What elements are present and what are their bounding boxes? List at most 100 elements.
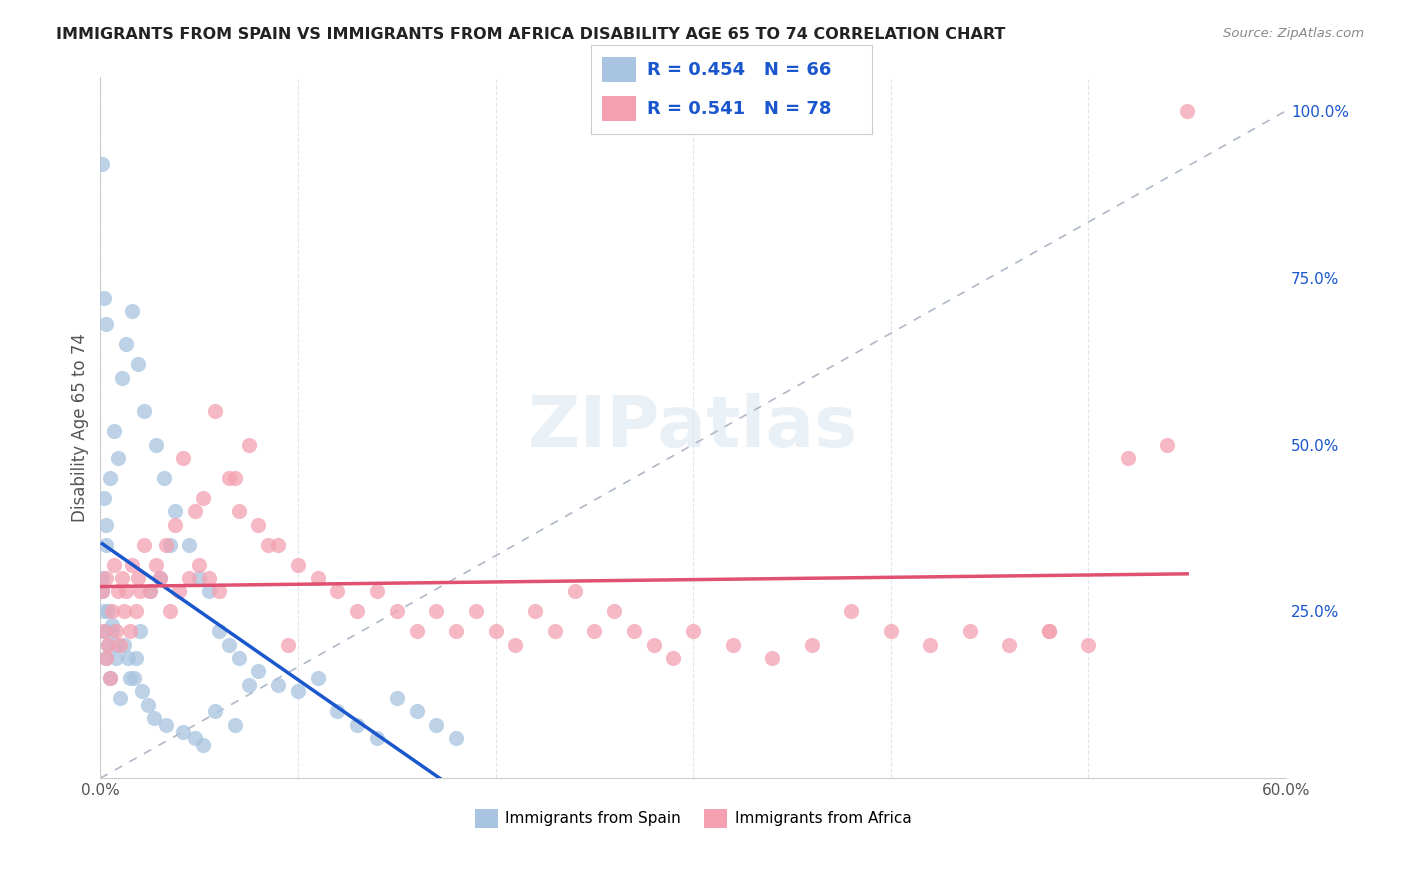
Point [959, 624, 981, 639]
Point [91, 584, 114, 599]
Point [1156, 437, 1178, 451]
Point [184, 504, 207, 518]
Text: IMMIGRANTS FROM SPAIN VS IMMIGRANTS FROM AFRICA DISABILITY AGE 65 TO 74 CORRELAT: IMMIGRANTS FROM SPAIN VS IMMIGRANTS FROM… [56, 27, 1005, 42]
Point [105, 638, 128, 652]
Point [112, 638, 135, 652]
Point [97, 638, 120, 652]
Point [238, 678, 260, 692]
Point [125, 651, 148, 665]
Point [98, 471, 121, 485]
Point [159, 604, 181, 618]
Point [218, 638, 240, 652]
Point [238, 437, 260, 451]
Point [366, 731, 388, 746]
Point [326, 584, 349, 599]
Point [172, 450, 194, 465]
Point [127, 358, 149, 372]
Point [127, 571, 149, 585]
Point [91, 584, 114, 599]
Point [188, 558, 211, 572]
Point [121, 304, 143, 318]
Point [405, 705, 427, 719]
Point [142, 711, 165, 725]
Point [287, 684, 309, 698]
Point [145, 437, 167, 451]
Point [1077, 638, 1099, 652]
Point [145, 558, 167, 572]
Point [121, 558, 143, 572]
Point [155, 718, 177, 732]
Point [800, 638, 823, 652]
Point [385, 604, 408, 618]
Point [1116, 450, 1139, 465]
Point [97, 638, 120, 652]
Point [125, 604, 148, 618]
Point [118, 624, 141, 639]
Point [198, 584, 221, 599]
Point [307, 671, 329, 685]
Point [172, 724, 194, 739]
Point [326, 705, 349, 719]
Point [93, 291, 115, 305]
Point [643, 638, 665, 652]
Point [118, 671, 141, 685]
Point [149, 571, 172, 585]
Point [761, 651, 783, 665]
Point [91, 157, 114, 171]
Point [385, 691, 408, 706]
Point [623, 624, 645, 639]
Point [107, 584, 129, 599]
Point [93, 624, 115, 639]
Point [228, 651, 250, 665]
Point [132, 404, 155, 418]
Point [96, 538, 118, 552]
Point [103, 424, 125, 438]
Point [257, 538, 280, 552]
Point [307, 571, 329, 585]
Point [267, 678, 290, 692]
Point [188, 571, 211, 585]
Point [139, 584, 162, 599]
Point [920, 638, 942, 652]
Point [111, 571, 134, 585]
Point [405, 624, 427, 639]
Point [96, 517, 118, 532]
Point [1038, 624, 1060, 639]
Point [346, 604, 368, 618]
Point [208, 584, 231, 599]
Point [115, 584, 138, 599]
Point [583, 624, 606, 639]
Point [101, 624, 124, 639]
Point [880, 624, 903, 639]
Point [682, 624, 704, 639]
Point [224, 718, 246, 732]
Point [184, 731, 207, 746]
Point [96, 651, 118, 665]
Point [444, 731, 467, 746]
Point [155, 538, 177, 552]
Point [165, 504, 187, 518]
Point [267, 538, 290, 552]
Text: R = 0.454   N = 66: R = 0.454 N = 66 [647, 61, 831, 78]
Point [111, 371, 134, 385]
FancyBboxPatch shape [602, 57, 636, 82]
Point [425, 718, 447, 732]
Point [98, 671, 121, 685]
Point [128, 624, 150, 639]
Point [159, 538, 181, 552]
Point [228, 504, 250, 518]
Point [105, 651, 128, 665]
Point [149, 571, 172, 585]
Point [91, 571, 114, 585]
Point [105, 624, 128, 639]
Point [108, 638, 131, 652]
Point [603, 604, 626, 618]
Point [122, 671, 145, 685]
Text: Source: ZipAtlas.com: Source: ZipAtlas.com [1223, 27, 1364, 40]
Point [179, 538, 201, 552]
Point [169, 584, 191, 599]
Point [208, 624, 231, 639]
Point [1175, 103, 1198, 118]
Point [96, 651, 118, 665]
Point [101, 604, 124, 618]
